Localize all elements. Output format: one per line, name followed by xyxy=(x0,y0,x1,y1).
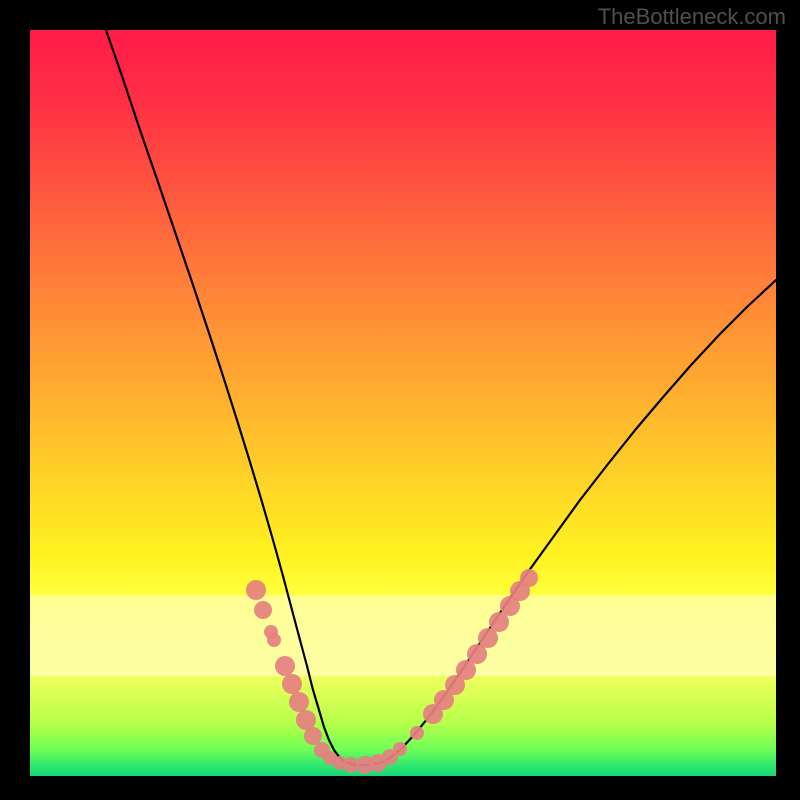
marker-dot xyxy=(289,692,309,712)
left-curve xyxy=(106,30,356,765)
watermark-text: TheBottleneck.com xyxy=(598,4,786,30)
marker-dot xyxy=(304,727,322,745)
right-curve xyxy=(356,280,776,765)
curves-layer xyxy=(30,30,776,776)
marker-dot xyxy=(520,569,538,587)
marker-dot xyxy=(393,742,407,756)
marker-dot xyxy=(246,580,266,600)
chart-container: TheBottleneck.com xyxy=(0,0,800,800)
marker-dot xyxy=(410,726,424,740)
marker-dot xyxy=(275,656,295,676)
marker-dot xyxy=(282,674,302,694)
plot-area xyxy=(30,30,776,776)
marker-dot xyxy=(267,633,281,647)
marker-dot xyxy=(254,601,272,619)
